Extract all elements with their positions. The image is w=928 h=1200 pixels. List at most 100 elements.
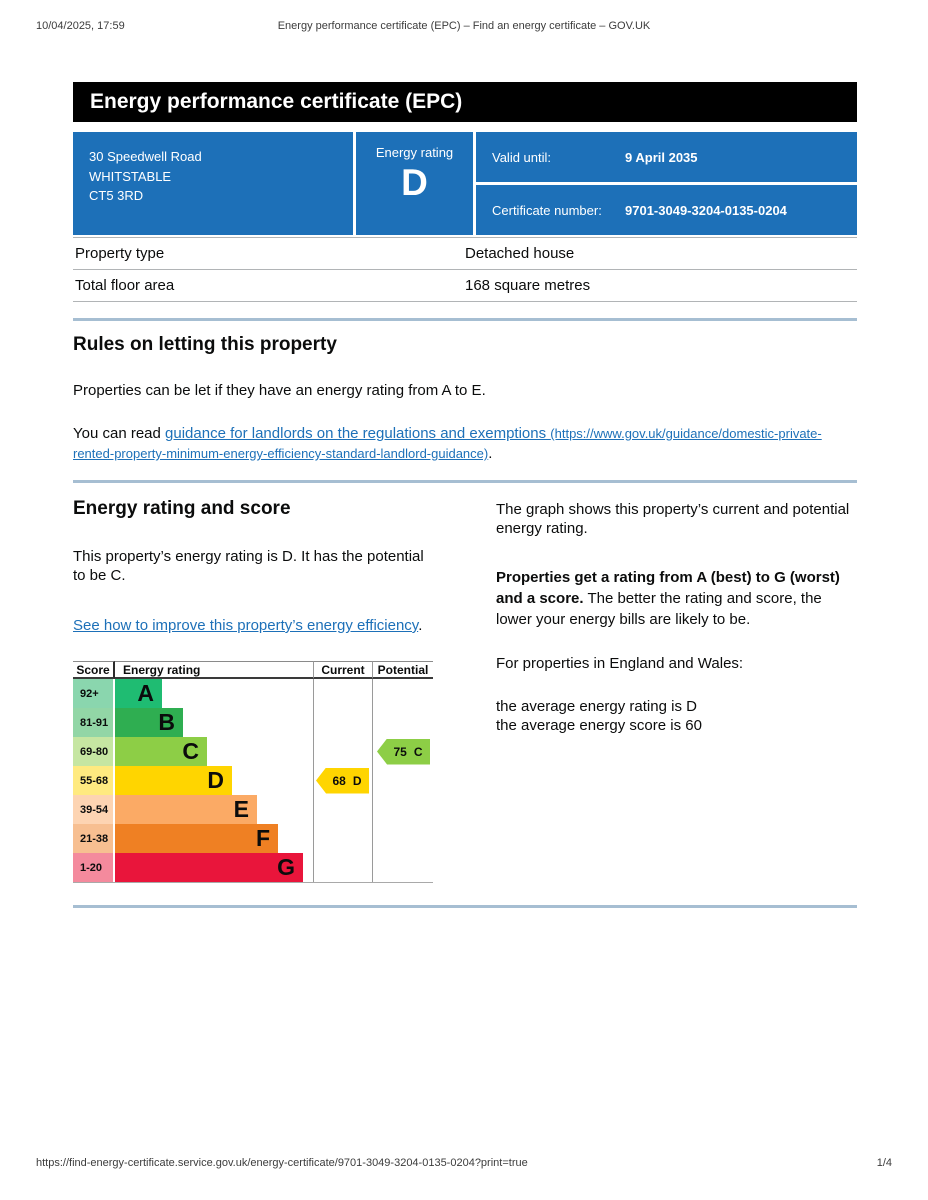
property-summary-table: Property type Detached house Total floor… [73,237,857,302]
potential-rating-marker: 75 C [377,738,430,765]
chart-header-score: Score [73,661,115,679]
band-f-bar: F [115,824,278,853]
energy-rating-label: Energy rating [375,145,454,160]
band-d-bar: D [115,766,232,795]
floor-area-value: 168 square metres [465,277,591,294]
rating-left-column: Energy rating and score This property’s … [73,498,433,883]
band-c-bar: C [115,737,207,766]
current-rating-marker: 68 D [316,767,369,794]
current-cell [313,824,372,853]
potential-cell [372,853,433,882]
landlord-guidance-link-url: (https://www.gov.uk/guidance/domestic-pr… [73,426,822,461]
current-cell [313,853,372,882]
property-type-label: Property type [75,245,165,262]
certificate-number-row: Certificate number: 9701-3049-3204-0135-… [476,185,857,235]
certificate-details: Valid until: 9 April 2035 Certificate nu… [476,132,857,235]
letting-para-1: Properties can be let if they have an en… [73,382,486,399]
band-g-bar-cell: G [115,853,313,882]
average-rating-line: the average energy rating is D [496,698,697,715]
property-address: 30 Speedwell Road WHITSTABLE CT5 3RD [73,132,356,235]
current-cell [313,795,372,824]
potential-cell: 75 C [372,737,433,766]
letting-para-2-prefix: You can read [73,425,166,442]
landlord-guidance-link-text: guidance for landlords on the regulation… [165,425,551,442]
band-c-score: 69-80 [73,737,115,766]
rating-right-column: The graph shows this property’s current … [496,498,857,883]
band-f-bar-cell: F [115,824,313,853]
band-b-bar: B [115,708,183,737]
current-cell: 68 D [313,766,372,795]
valid-until-row: Valid until: 9 April 2035 [476,132,857,185]
band-f-score: 21-38 [73,824,115,853]
potential-band: C [413,744,423,759]
rating-intro: This property’s energy rating is D. It h… [73,548,424,584]
page-title: Energy performance certificate (EPC) [90,90,463,113]
letting-heading: Rules on letting this property [73,334,337,355]
energy-rating-panel: Energy rating D [356,132,476,235]
section-divider [73,905,857,908]
summary-box: 30 Speedwell Road WHITSTABLE CT5 3RD Ene… [73,132,857,235]
band-a-bar: A [115,679,162,708]
certificate-content: Energy performance certificate (EPC) 30 … [73,82,857,908]
letting-para-2: You can read guidance for landlords on t… [73,424,857,464]
band-b-score: 81-91 [73,708,115,737]
print-footer-url: https://find-energy-certificate.service.… [36,1157,528,1169]
band-g-bar: G [115,853,303,882]
band-e-bar: E [115,795,257,824]
chart-header-current: Current [313,661,372,679]
print-header: 10/04/2025, 17:59 Energy performance cer… [36,20,892,32]
rating-heading: Energy rating and score [73,498,291,519]
rating-explanation: Properties get a rating from A (best) to… [496,567,857,630]
address-line-2: WHITSTABLE [89,168,172,184]
certificate-banner: Energy performance certificate (EPC) [73,82,857,122]
property-type-value: Detached house [465,245,575,262]
epc-rating-chart: Score Energy rating Current Potential 92… [73,661,433,883]
print-datetime: 10/04/2025, 17:59 [36,20,125,32]
energy-rating-section: Energy rating and score This property’s … [73,498,857,883]
print-doc-title: Energy performance certificate (EPC) – F… [277,20,651,32]
band-e-bar-cell: E [115,795,313,824]
current-cell [313,679,372,708]
chart-header-potential: Potential [372,661,433,679]
improve-para: See how to improve this property’s energ… [73,616,433,635]
certificate-number-value: 9701-3049-3204-0135-0204 [625,202,787,218]
potential-cell [372,708,433,737]
band-b-bar-cell: B [115,708,313,737]
band-a-score: 92+ [73,679,115,708]
print-footer: https://find-energy-certificate.service.… [36,1157,892,1169]
potential-cell [372,679,433,708]
current-score: 68 [332,773,346,788]
letting-para-2-suffix: . [488,445,493,462]
potential-cell [372,795,433,824]
rating-explanation-bold: Properties get a rating from A (best) to… [496,569,840,607]
certificate-number-label: Certificate number: [492,202,602,218]
improve-efficiency-link[interactable]: See how to improve this property’s energ… [73,617,419,634]
section-divider [73,480,857,483]
valid-until-value: 9 April 2035 [625,149,698,165]
england-wales-intro: For properties in England and Wales: [496,655,744,672]
landlord-guidance-link[interactable]: guidance for landlords on the regulation… [73,425,822,462]
address-line-3: CT5 3RD [89,188,144,203]
current-cell [313,737,372,766]
energy-rating-value: D [401,162,428,203]
floor-area-label: Total floor area [75,277,175,294]
band-g-score: 1-20 [73,853,115,882]
table-row: Property type Detached house [73,237,857,269]
potential-score: 75 [393,744,407,759]
rating-explanation-rest: The better the rating and score, the low… [496,590,822,628]
averages-block: the average energy rating is D the avera… [496,697,857,735]
average-score-line: the average energy score is 60 [496,717,702,734]
chart-header-rating: Energy rating [115,661,313,679]
address-line-1: 30 Speedwell Road [89,149,202,164]
band-a-bar-cell: A [115,679,313,708]
band-e-score: 39-54 [73,795,115,824]
potential-cell [372,824,433,853]
print-footer-page-number: 1/4 [876,1157,892,1169]
table-row: Total floor area 168 square metres [73,269,857,302]
improve-suffix: . [418,617,423,634]
band-d-score: 55-68 [73,766,115,795]
current-cell [313,708,372,737]
section-divider [73,318,857,321]
potential-cell [372,766,433,795]
